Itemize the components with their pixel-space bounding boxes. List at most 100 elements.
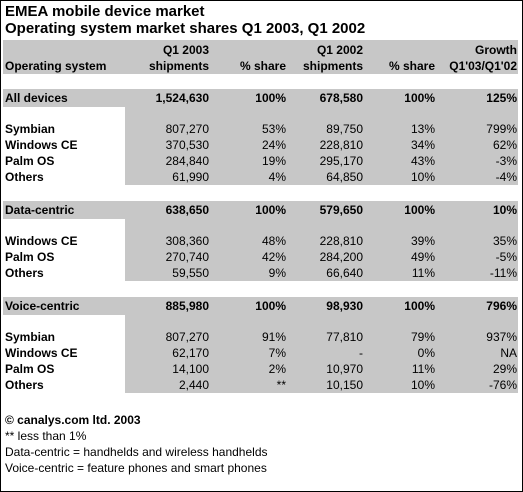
cell-v1: 308,360	[165, 234, 209, 248]
cell-p1: **	[276, 378, 286, 392]
header-q1-2003-shipments: shipments	[148, 59, 209, 73]
section-total-label: All devices	[5, 91, 68, 105]
cell-v2: 10,150	[326, 378, 363, 392]
cell-p1: 48%	[261, 234, 286, 248]
cell-v2: 66,640	[326, 266, 363, 280]
cell-p2: 0%	[417, 346, 435, 360]
cell-p1: 91%	[261, 330, 286, 344]
copyright-note: © canalys.com ltd. 2003	[5, 413, 141, 427]
cell-g: NA	[500, 346, 517, 360]
cell-g: 937%	[486, 330, 517, 344]
total-cell-p2: 100%	[404, 299, 435, 313]
total-cell-p1: 100%	[255, 299, 286, 313]
section-value-block	[125, 329, 518, 393]
section-value-block	[125, 233, 518, 281]
cell-v1: 62,170	[172, 346, 209, 360]
cell-p2: 34%	[410, 138, 435, 152]
cell-v1: 370,530	[165, 138, 209, 152]
table-header	[3, 40, 518, 74]
cell-v1: 807,270	[165, 122, 209, 136]
section-total-row	[3, 89, 518, 107]
cell-p2: 43%	[410, 154, 435, 168]
row-label: Others	[5, 170, 44, 184]
cell-v2: 228,810	[319, 138, 363, 152]
cell-v2: 77,810	[326, 330, 363, 344]
total-cell-g: 796%	[486, 299, 517, 313]
cell-p1: 9%	[268, 266, 286, 280]
section-total-label: Data-centric	[5, 203, 75, 217]
header-share-2003: % share	[239, 59, 286, 73]
cell-v2: 10,970	[326, 362, 363, 376]
section-gap	[125, 219, 518, 233]
header-q1-2002-shipments: shipments	[302, 59, 363, 73]
cell-v2: 284,200	[319, 250, 363, 264]
cell-v1: 284,840	[165, 154, 209, 168]
row-label: Others	[5, 378, 44, 392]
header-share-2002: % share	[388, 59, 435, 73]
cell-v2: -	[359, 346, 363, 360]
cell-g: -4%	[495, 170, 517, 184]
section-gap	[125, 315, 518, 329]
cell-v2: 228,810	[319, 234, 363, 248]
total-cell-v1: 638,650	[165, 203, 209, 217]
total-cell-v2: 98,930	[326, 299, 363, 313]
cell-g: -3%	[495, 154, 517, 168]
cell-p1: 4%	[268, 170, 286, 184]
section-total-row	[3, 297, 518, 315]
cell-v2: 295,170	[319, 154, 363, 168]
cell-g: -76%	[488, 378, 517, 392]
cell-v1: 14,100	[172, 362, 209, 376]
cell-v1: 807,270	[165, 330, 209, 344]
row-label: Palm OS	[5, 250, 55, 264]
section-gap	[125, 107, 518, 121]
cell-p1: 7%	[268, 346, 286, 360]
cell-g: 29%	[492, 362, 517, 376]
cell-g: 799%	[486, 122, 517, 136]
cell-v2: 64,850	[326, 170, 363, 184]
total-cell-v2: 678,580	[319, 91, 363, 105]
cell-p1: 42%	[261, 250, 286, 264]
cell-p2: 13%	[410, 122, 435, 136]
row-label: Windows CE	[5, 138, 78, 152]
cell-v1: 59,550	[172, 266, 209, 280]
cell-v1: 270,740	[165, 250, 209, 264]
total-cell-v1: 1,524,630	[155, 91, 209, 105]
header-growth-period: Q1'03/Q1'02	[449, 59, 517, 73]
cell-p1: 19%	[261, 154, 286, 168]
report-subtitle: Operating system market shares Q1 2003, …	[5, 20, 366, 37]
section-value-block	[125, 121, 518, 185]
cell-g: 35%	[492, 234, 517, 248]
cell-g: -5%	[495, 250, 517, 264]
header-operating-system: Operating system	[5, 59, 107, 73]
header-growth: Growth	[475, 43, 517, 57]
cell-g: 62%	[492, 138, 517, 152]
total-cell-p1: 100%	[255, 91, 286, 105]
footnote-data-centric: Data-centric = handhelds and wireless ha…	[5, 445, 268, 459]
cell-p1: 2%	[268, 362, 286, 376]
cell-p2: 49%	[410, 250, 435, 264]
header-q1-2003: Q1 2003	[162, 43, 209, 57]
cell-p2: 10%	[410, 170, 435, 184]
cell-p2: 79%	[410, 330, 435, 344]
report-title: EMEA mobile device market	[5, 3, 205, 20]
cell-v1: 61,990	[172, 170, 209, 184]
section-total-label: Voice-centric	[5, 299, 80, 313]
cell-v1: 2,440	[178, 378, 209, 392]
row-label: Symbian	[5, 122, 56, 136]
cell-v2: 89,750	[326, 122, 363, 136]
cell-p2: 10%	[410, 378, 435, 392]
section-total-row	[3, 201, 518, 219]
footnote-voice-centric: Voice-centric = feature phones and smart…	[5, 461, 267, 475]
total-cell-p2: 100%	[404, 203, 435, 217]
row-label: Symbian	[5, 330, 56, 344]
row-label: Palm OS	[5, 362, 55, 376]
footnote-less-than: ** less than 1%	[5, 429, 87, 443]
row-label: Others	[5, 266, 44, 280]
total-cell-g: 125%	[486, 91, 517, 105]
row-label: Palm OS	[5, 154, 55, 168]
total-cell-g: 10%	[492, 203, 517, 217]
cell-p2: 39%	[410, 234, 435, 248]
row-label: Windows CE	[5, 234, 78, 248]
cell-p1: 53%	[261, 122, 286, 136]
header-q1-2002: Q1 2002	[316, 43, 363, 57]
